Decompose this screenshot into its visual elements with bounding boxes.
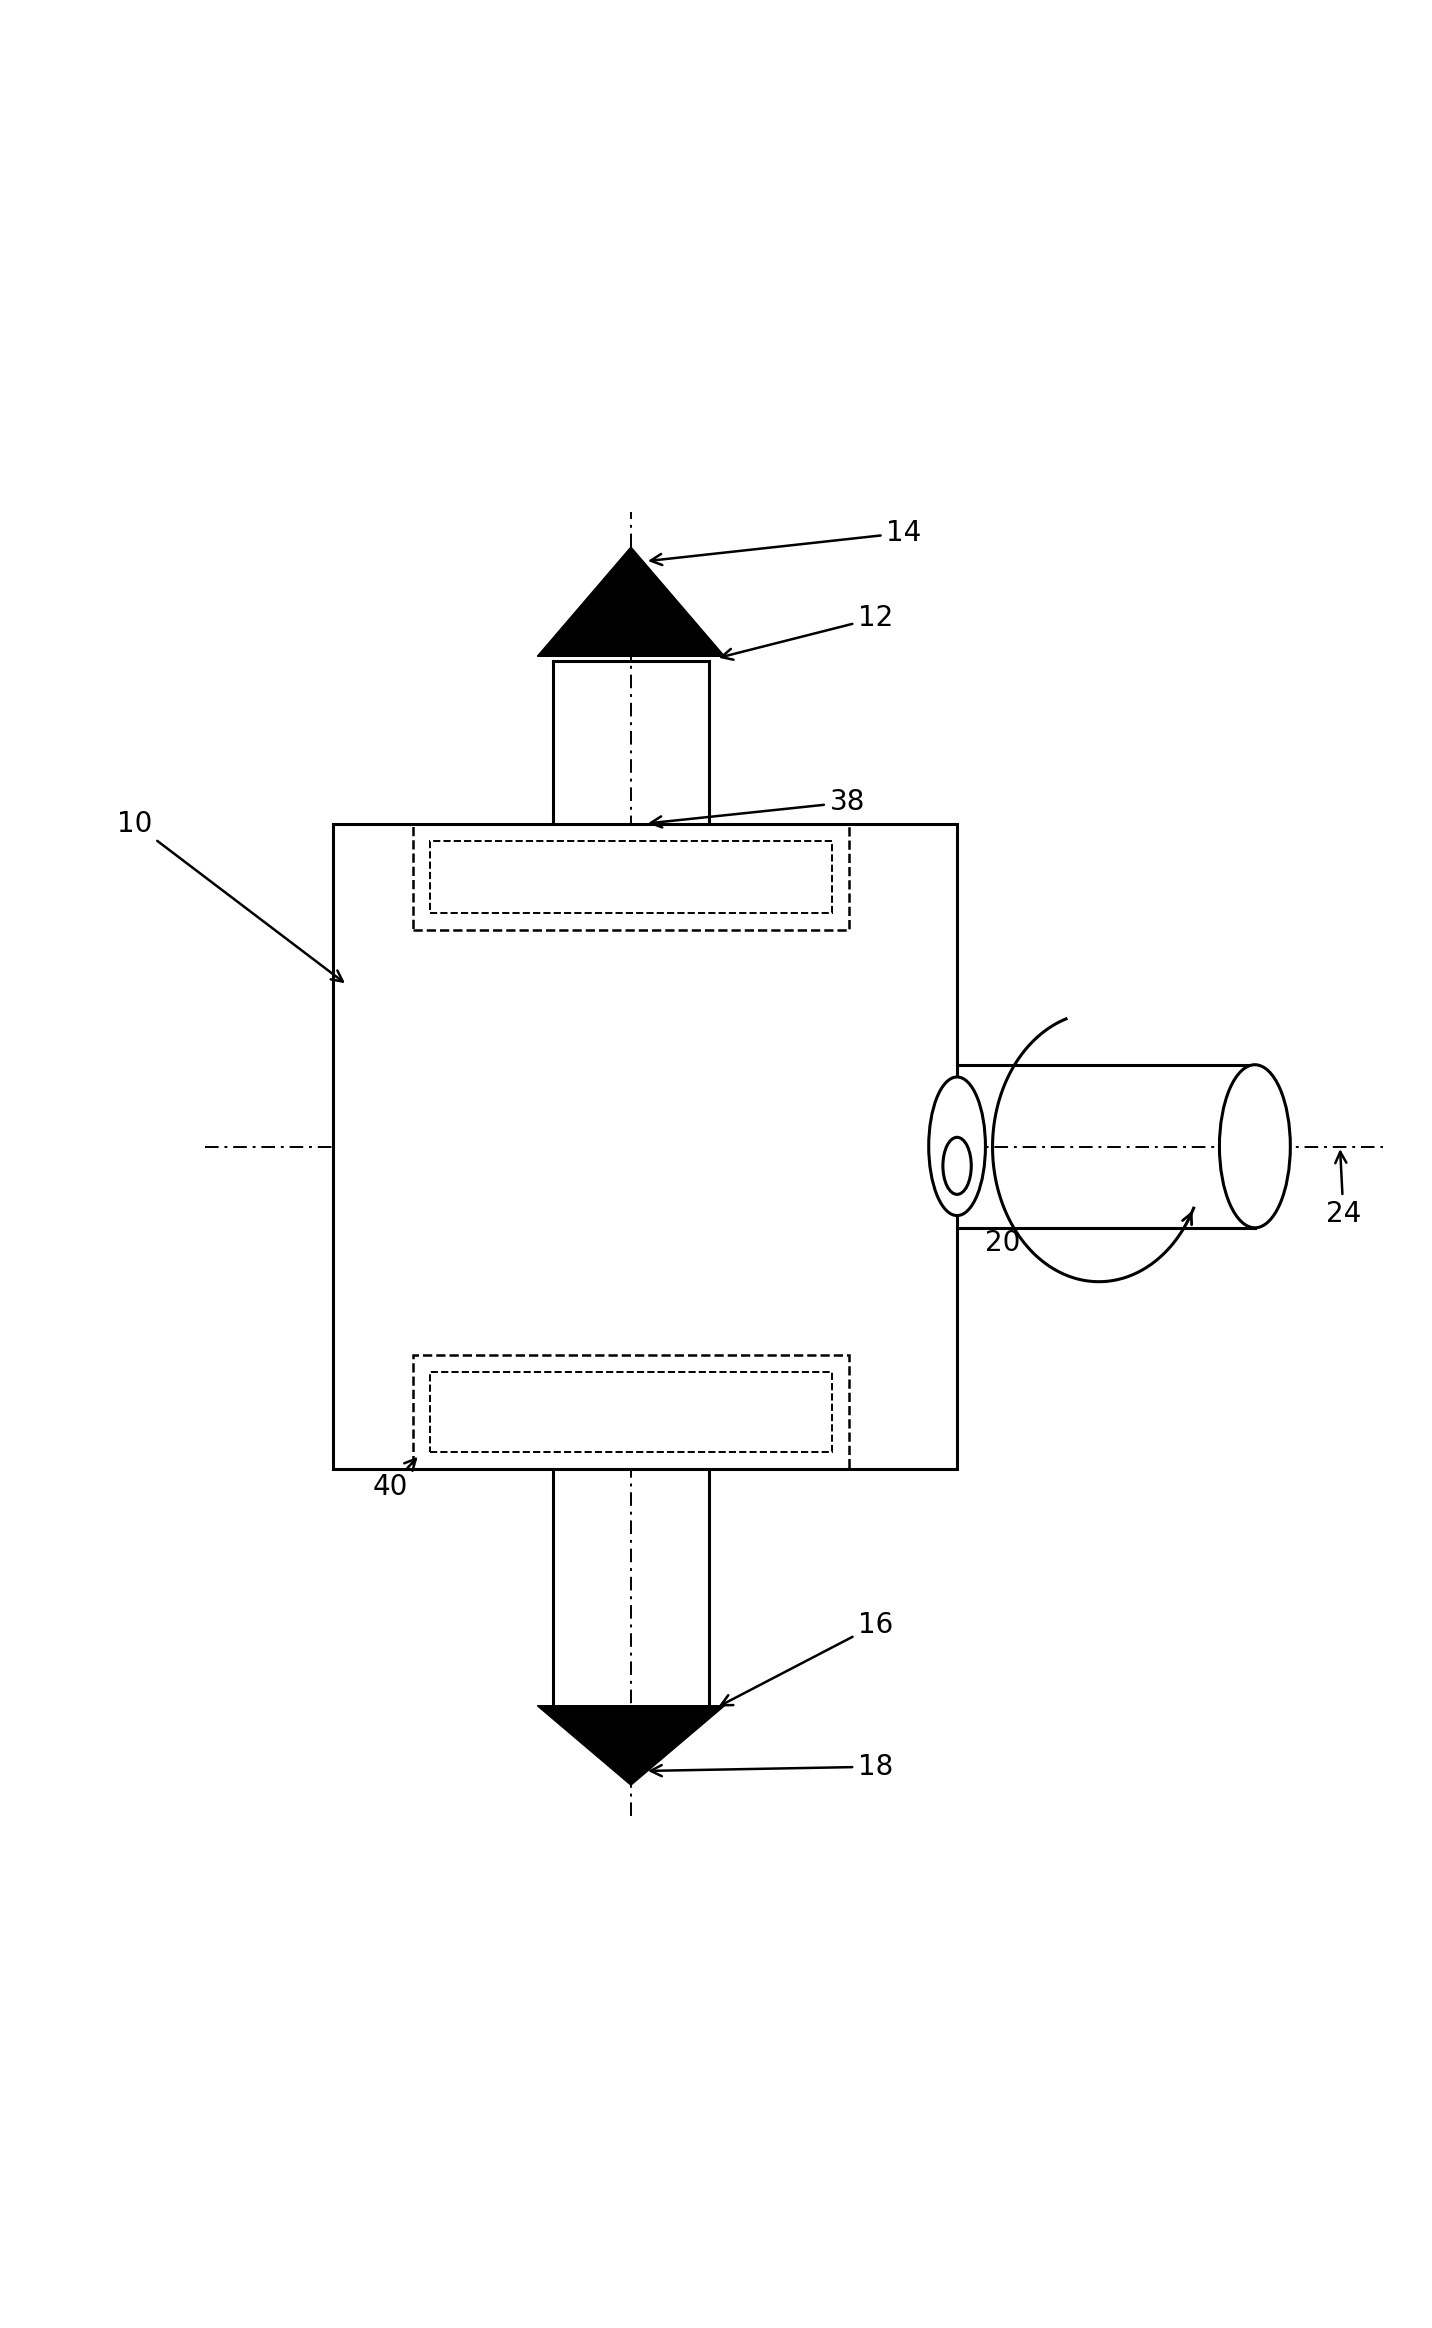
Text: 16: 16 [720, 1611, 894, 1706]
Ellipse shape [1220, 1064, 1290, 1227]
Text: 12: 12 [722, 603, 894, 659]
Text: 24: 24 [1326, 1152, 1360, 1227]
Bar [334, 824, 957, 1469]
Text: 40: 40 [372, 1460, 415, 1502]
Bar [430, 1374, 832, 1453]
Text: 20: 20 [985, 1229, 1021, 1257]
Text: 18: 18 [650, 1753, 894, 1781]
Text: 14: 14 [650, 519, 921, 566]
Ellipse shape [942, 1138, 971, 1194]
Text: 10: 10 [117, 810, 342, 982]
Bar [412, 824, 849, 929]
Polygon shape [537, 547, 725, 656]
Text: 38: 38 [650, 789, 865, 826]
Polygon shape [537, 1706, 725, 1786]
Bar [430, 840, 832, 913]
Ellipse shape [929, 1078, 985, 1215]
Bar [412, 1355, 849, 1469]
